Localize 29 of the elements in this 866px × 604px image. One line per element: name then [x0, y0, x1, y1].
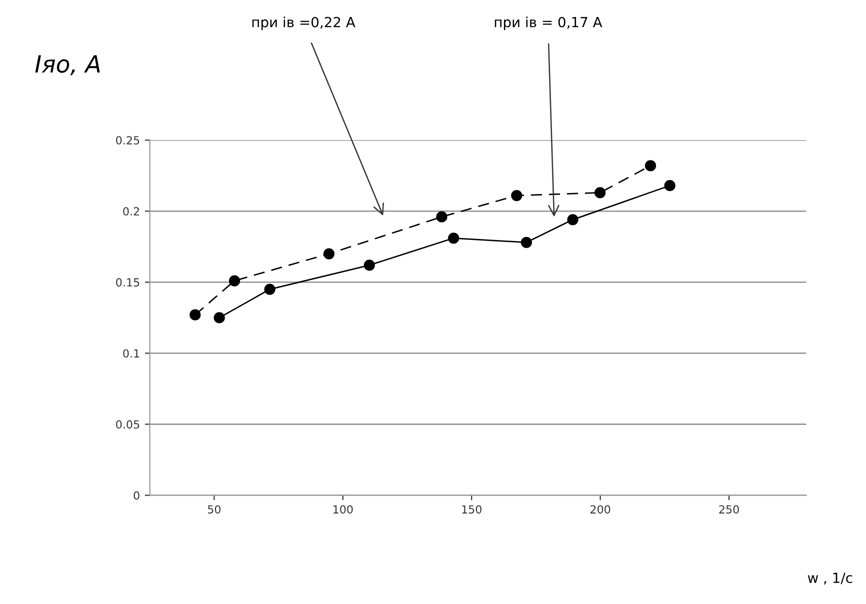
- point: [323, 248, 335, 260]
- point: [364, 260, 375, 271]
- point: [448, 232, 460, 244]
- point: [520, 236, 532, 248]
- y-tick-label: 0.05: [116, 420, 140, 429]
- text: при ів =0,22 А: [252, 16, 356, 30]
- point: [594, 187, 606, 198]
- x-tick-label: 100: [334, 505, 353, 514]
- x-tick-label: 150: [462, 505, 482, 514]
- point: [567, 214, 578, 226]
- x-tick-label: 250: [719, 505, 739, 514]
- point: [228, 275, 240, 286]
- y-tick-label: 0: [134, 491, 140, 500]
- point: [664, 180, 676, 192]
- y-tick-label: 0.2: [123, 207, 139, 216]
- y-axis-title: Іяо, А: [35, 55, 100, 76]
- y-tick-label: 0.1: [123, 349, 140, 358]
- x-tick-label: 50: [208, 505, 221, 514]
- x-axis-title: w , 1/с: [808, 572, 852, 584]
- point: [264, 284, 276, 295]
- x-tick-label: 200: [590, 505, 610, 514]
- point: [436, 211, 448, 222]
- point: [511, 190, 522, 202]
- y-tick-label: 0.25: [116, 136, 140, 145]
- point: [190, 309, 201, 320]
- point: [214, 312, 225, 324]
- text: при ів = 0,17 А: [494, 16, 602, 30]
- point: [644, 160, 656, 172]
- y-tick-label: 0.15: [116, 278, 140, 287]
